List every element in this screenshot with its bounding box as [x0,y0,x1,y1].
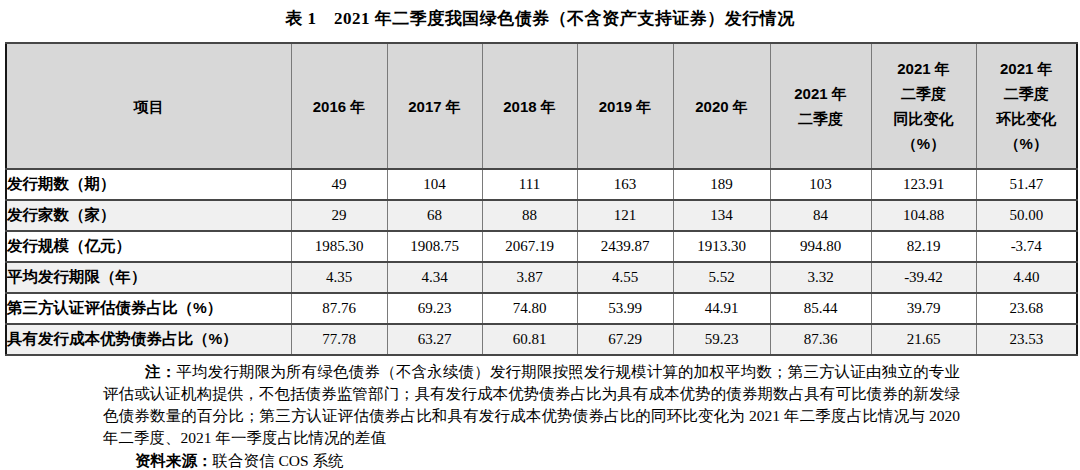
data-cell: 104 [387,169,482,200]
data-cell: 85.44 [770,293,871,324]
data-cell: 134 [673,200,770,231]
data-cell: 23.68 [976,293,1077,324]
row-label: 具有发行成本优势债券占比（%） [6,324,291,355]
data-cell: 3.32 [770,262,871,293]
row-label: 第三方认证评估债券占比（%） [6,293,291,324]
data-cell: 82.19 [871,231,976,262]
data-cell: -3.74 [976,231,1077,262]
data-cell: 49 [291,169,387,200]
data-cell: 189 [673,169,770,200]
data-cell: 5.52 [673,262,770,293]
data-cell: 121 [577,200,673,231]
data-cell: 84 [770,200,871,231]
table-notes: 注：平均发行期限为所有绿色债券（不含永续债）发行期限按照发行规模计算的加权平均数… [103,361,960,470]
data-cell: 4.40 [976,262,1077,293]
data-cell: 39.79 [871,293,976,324]
data-cell: 59.23 [673,324,770,355]
column-header-item: 项目 [6,43,291,169]
data-cell: 44.91 [673,293,770,324]
note-text: 平均发行期限为所有绿色债券（不含永续债）发行期限按照发行规模计算的加权平均数；第… [103,363,960,446]
column-header-2017: 2017 年 [387,43,482,169]
data-cell: 29 [291,200,387,231]
note-label: 注： [145,363,176,380]
data-cell: 74.80 [482,293,577,324]
data-cell: 111 [482,169,577,200]
column-header-2016: 2016 年 [291,43,387,169]
data-cell: 163 [577,169,673,200]
data-cell: 51.47 [976,169,1077,200]
data-cell: 4.35 [291,262,387,293]
data-cell: 88 [482,200,577,231]
data-cell: 50.00 [976,200,1077,231]
document-page: 表 1 2021 年二季度我国绿色债券（不含资产支持证券）发行情况 项目 201… [0,0,1080,470]
header-row: 项目 2016 年 2017 年 2018 年 2019 年 2020 年 20… [6,43,1077,169]
data-cell: -39.42 [871,262,976,293]
data-cell: 103 [770,169,871,200]
data-cell: 1913.30 [673,231,770,262]
data-cell: 3.87 [482,262,577,293]
table-row-issuer-count: 发行家数（家） 29 68 88 121 134 84 104.88 50.00 [6,200,1077,231]
data-cell: 4.55 [577,262,673,293]
data-cell: 2439.87 [577,231,673,262]
data-cell: 104.88 [871,200,976,231]
data-cell: 60.81 [482,324,577,355]
column-header-2019: 2019 年 [577,43,673,169]
data-cell: 994.80 [770,231,871,262]
data-cell: 21.65 [871,324,976,355]
table-row-issuance-scale: 发行规模（亿元） 1985.30 1908.75 2067.19 2439.87… [6,231,1077,262]
source-label: 资料来源： [135,452,213,469]
row-label: 发行期数（期） [6,169,291,200]
column-header-yoy-change: 2021 年 二季度 同比变化 （%） [871,43,976,169]
data-cell: 87.36 [770,324,871,355]
data-cell: 87.76 [291,293,387,324]
row-label: 发行规模（亿元） [6,231,291,262]
source-line: 资料来源：联合资信 COS 系统 [103,450,960,470]
source-text: 联合资信 COS 系统 [213,452,344,469]
table-row-cost-advantage-ratio: 具有发行成本优势债券占比（%） 77.78 63.27 60.81 67.29 … [6,324,1077,355]
table-row-issuance-count: 发行期数（期） 49 104 111 163 189 103 123.91 51… [6,169,1077,200]
column-header-2021q2: 2021 年 二季度 [770,43,871,169]
table-row-average-tenor: 平均发行期限（年） 4.35 4.34 3.87 4.55 5.52 3.32 … [6,262,1077,293]
data-cell: 69.23 [387,293,482,324]
data-cell: 1908.75 [387,231,482,262]
table-title: 表 1 2021 年二季度我国绿色债券（不含资产支持证券）发行情况 [0,7,1080,30]
data-cell: 53.99 [577,293,673,324]
data-cell: 77.78 [291,324,387,355]
green-bond-issuance-table: 项目 2016 年 2017 年 2018 年 2019 年 2020 年 20… [5,42,1078,356]
data-cell: 1985.30 [291,231,387,262]
column-header-2020: 2020 年 [673,43,770,169]
data-cell: 4.34 [387,262,482,293]
data-cell: 123.91 [871,169,976,200]
column-header-qoq-change: 2021 年 二季度 环比变化 （%） [976,43,1077,169]
data-cell: 68 [387,200,482,231]
note-paragraph: 注：平均发行期限为所有绿色债券（不含永续债）发行期限按照发行规模计算的加权平均数… [103,361,960,449]
data-cell: 63.27 [387,324,482,355]
row-label: 发行家数（家） [6,200,291,231]
data-cell: 23.53 [976,324,1077,355]
column-header-2018: 2018 年 [482,43,577,169]
data-cell: 67.29 [577,324,673,355]
row-label: 平均发行期限（年） [6,262,291,293]
table-row-third-party-certified-ratio: 第三方认证评估债券占比（%） 87.76 69.23 74.80 53.99 4… [6,293,1077,324]
data-cell: 2067.19 [482,231,577,262]
